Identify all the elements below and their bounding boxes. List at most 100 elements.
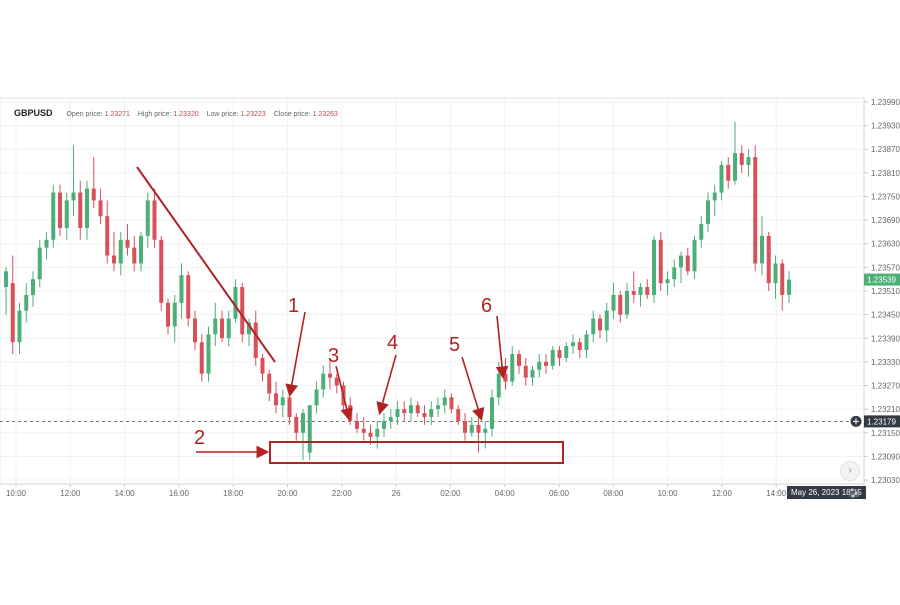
candle-body bbox=[206, 334, 211, 374]
annotation-arrow bbox=[461, 356, 485, 422]
candle-body bbox=[746, 157, 751, 165]
candle bbox=[314, 381, 319, 414]
support-box bbox=[269, 441, 564, 464]
candle-body bbox=[85, 188, 89, 228]
candle-body bbox=[186, 275, 191, 319]
candle-body bbox=[314, 389, 319, 406]
candle bbox=[733, 121, 737, 185]
candle bbox=[388, 409, 393, 429]
candle bbox=[469, 417, 474, 437]
candle-body bbox=[645, 287, 650, 295]
candle-body bbox=[699, 224, 704, 240]
candle bbox=[44, 231, 49, 260]
candle bbox=[685, 247, 690, 276]
scroll-to-realtime-button[interactable]: › bbox=[840, 461, 860, 481]
symbol-label: GBPUSD bbox=[14, 108, 53, 118]
candle bbox=[166, 298, 170, 335]
y-tick-label: 1.23450 bbox=[871, 311, 900, 320]
y-tick-label: 1.23210 bbox=[871, 405, 900, 414]
candle bbox=[58, 184, 62, 236]
candle bbox=[328, 357, 332, 390]
candle bbox=[10, 255, 15, 355]
candle bbox=[253, 310, 258, 366]
candle-body bbox=[483, 428, 488, 433]
candles bbox=[4, 121, 791, 461]
candle bbox=[706, 192, 710, 232]
candle bbox=[382, 413, 386, 437]
candle-body bbox=[442, 397, 447, 406]
settings-icon[interactable] bbox=[847, 487, 861, 499]
candle bbox=[658, 231, 663, 291]
candle bbox=[537, 354, 542, 378]
candle-body bbox=[679, 255, 683, 268]
candle bbox=[760, 216, 764, 276]
low-value: 1.23223 bbox=[240, 111, 266, 118]
candle-body bbox=[112, 255, 116, 264]
candle-body bbox=[159, 239, 164, 303]
candle-body bbox=[125, 239, 130, 248]
candle-body bbox=[64, 200, 69, 228]
candle bbox=[631, 271, 636, 303]
candle-body bbox=[375, 428, 380, 437]
candle-body bbox=[571, 342, 575, 347]
y-tick-label: 1.23930 bbox=[871, 122, 900, 131]
candle-body bbox=[388, 417, 393, 421]
y-tick-label: 1.23570 bbox=[871, 263, 900, 272]
candle bbox=[334, 373, 339, 394]
annotation-label: 3 bbox=[328, 345, 339, 367]
y-tick-label: 1.23030 bbox=[871, 476, 900, 485]
candle bbox=[91, 157, 96, 209]
candle-body bbox=[496, 373, 501, 398]
candle-body bbox=[449, 397, 454, 410]
candle bbox=[321, 365, 326, 398]
candle bbox=[206, 326, 211, 382]
candle bbox=[719, 161, 724, 201]
candle-body bbox=[638, 287, 643, 295]
x-tick-label: 06:00 bbox=[549, 489, 570, 498]
candle bbox=[78, 180, 83, 240]
candle-body bbox=[611, 294, 616, 311]
y-tick-label: 1.23630 bbox=[871, 240, 900, 249]
candle bbox=[301, 409, 305, 461]
candle-body bbox=[469, 424, 474, 433]
candle-body bbox=[787, 279, 791, 295]
candle-body bbox=[719, 164, 724, 193]
candle bbox=[598, 314, 602, 339]
candle bbox=[753, 145, 758, 272]
axes: 1.23990 1.23930 1.23870 1.23810 1.23750 1.236… bbox=[6, 98, 900, 498]
candle bbox=[645, 279, 650, 299]
candle bbox=[604, 302, 609, 343]
crosshair-price-tag bbox=[864, 415, 900, 428]
crosshair-date-label: May 26, 2023 18:15 bbox=[787, 486, 866, 499]
candle-body bbox=[98, 200, 103, 217]
candle-body bbox=[760, 235, 764, 264]
candle bbox=[530, 365, 535, 386]
y-tick-label: 1.23990 bbox=[871, 98, 900, 107]
y-tick-label: 1.23090 bbox=[871, 452, 900, 461]
candle-body bbox=[618, 294, 623, 315]
candle bbox=[24, 283, 29, 323]
candle-body bbox=[564, 346, 569, 358]
candle bbox=[591, 310, 596, 343]
candle bbox=[577, 338, 582, 358]
x-tick-label: 10:00 bbox=[6, 489, 27, 498]
candle-body bbox=[523, 365, 528, 378]
candle-body bbox=[625, 291, 629, 315]
candle-body bbox=[591, 318, 596, 335]
candle bbox=[112, 231, 116, 272]
candle bbox=[98, 188, 103, 225]
candle-body bbox=[145, 200, 150, 236]
candle bbox=[739, 145, 744, 173]
candle-body bbox=[517, 354, 521, 366]
candle bbox=[726, 157, 731, 189]
candle-body bbox=[436, 405, 440, 410]
x-tick-label: 10:00 bbox=[658, 489, 679, 498]
low-label: Low price: bbox=[206, 111, 239, 118]
grid bbox=[0, 97, 865, 500]
candle bbox=[584, 330, 589, 358]
candle bbox=[550, 346, 555, 370]
candle-body bbox=[604, 310, 609, 331]
candle-body bbox=[429, 409, 434, 418]
